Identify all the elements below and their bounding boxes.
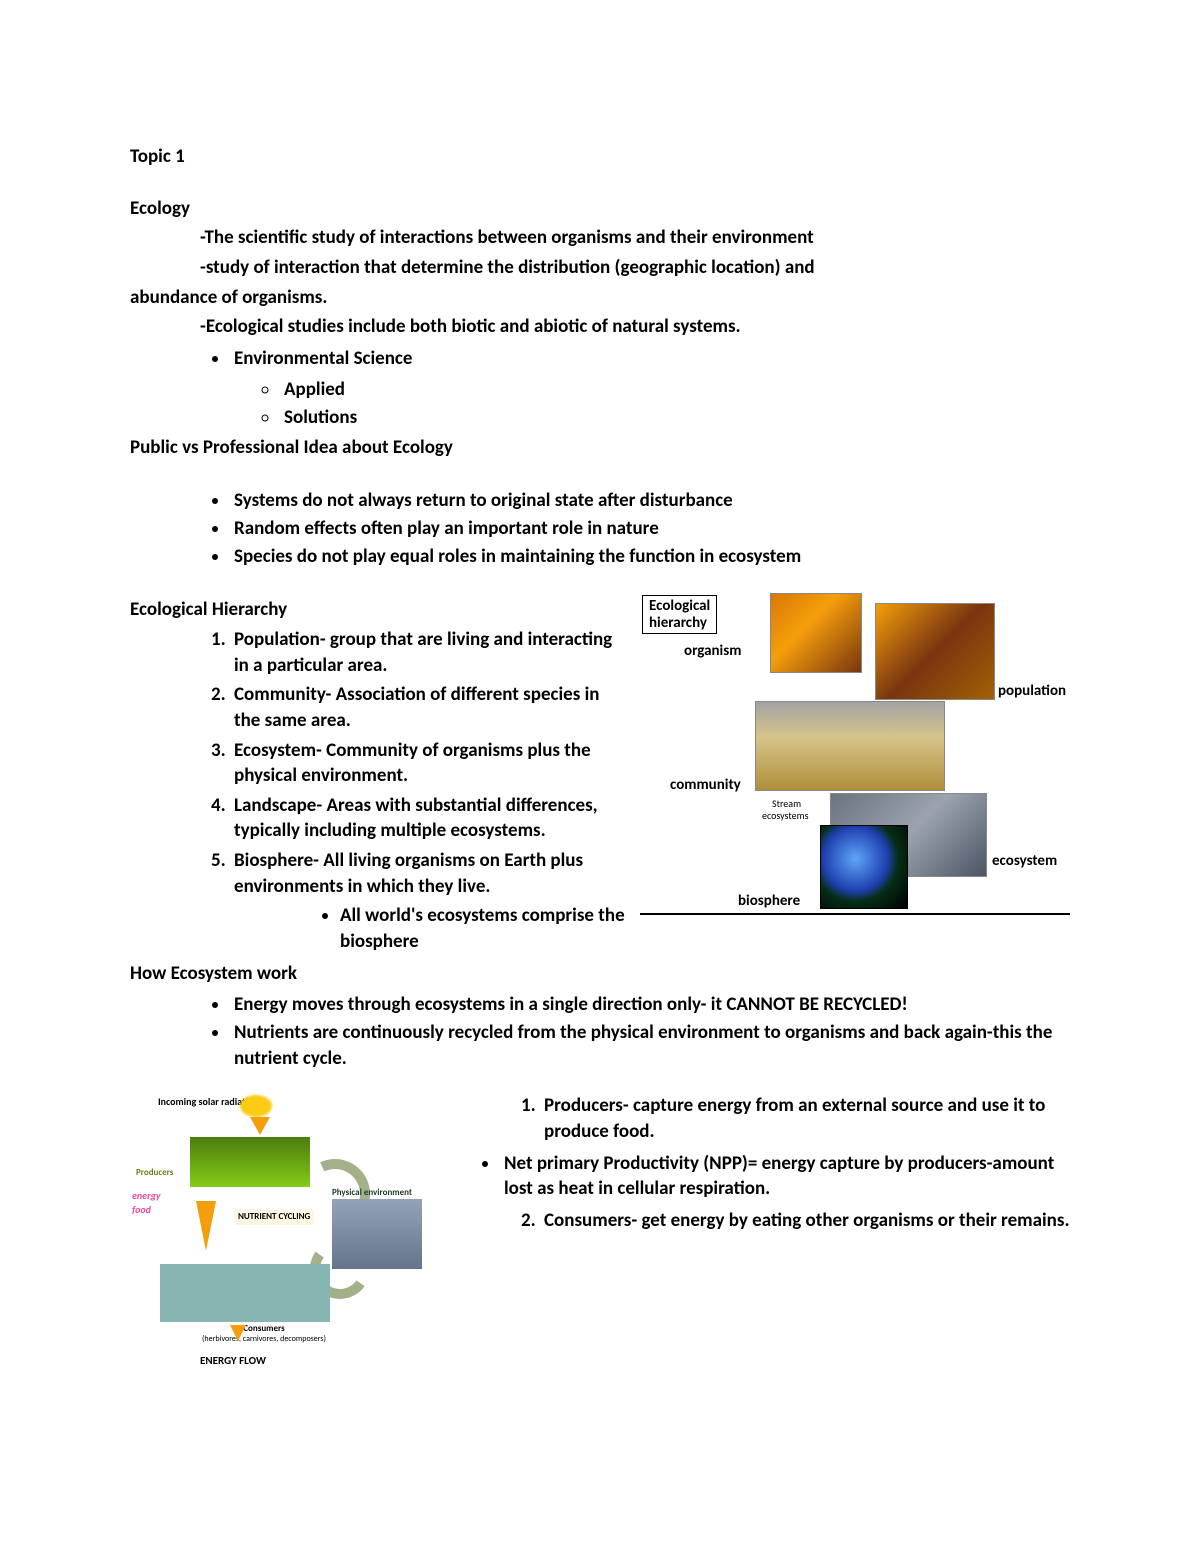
diagram-title-l1: Ecological [649,597,710,615]
eco-hier-item: Ecosystem- Community of organisms plus t… [230,738,630,789]
consumers-label: Consumers (herbivores, carnivores, decom… [202,1324,326,1344]
physical-env-label: Physical environment [332,1187,412,1199]
env-sci-applied: Applied [280,377,1070,403]
biosphere-image [820,825,908,909]
diagram-title-box: Ecological hierarchy [642,595,717,634]
producers-definition: Producers- capture energy from an extern… [540,1093,1070,1144]
diagram-title-l2: hierarchy [649,614,707,632]
stream-label-2: ecosystems [762,809,808,823]
eco-hier-item: Population- group that are living and in… [230,627,630,678]
nutrient-cycling-label: NUTRIENT CYCLING [234,1209,314,1225]
ecology-heading: Ecology [130,196,1070,222]
how-ecosystem-heading: How Ecosystem work [130,961,1070,987]
community-label: community [670,775,741,795]
eco-hier-sub: All world's ecosystems comprise the bios… [340,903,630,954]
ecology-def-2a: -study of interaction that determine the… [130,255,1070,281]
arrow-icon [250,1117,270,1135]
arrow-icon [196,1201,216,1251]
consumers-definition: Consumers- get energy by eating other or… [540,1208,1070,1234]
ecology-def-2b: abundance of organisms. [130,285,1070,311]
ecology-def-3: -Ecological studies include both biotic … [130,314,1070,340]
population-label: population [998,681,1066,701]
organism-label: organism [684,641,741,661]
env-sci-solutions: Solutions [280,405,1070,431]
population-image [875,603,995,700]
env-science: Environmental Science [230,346,1070,372]
how-item: Energy moves through ecosystems in a sin… [230,992,1070,1018]
pub-prof-heading: Public vs Professional Idea about Ecolog… [130,435,1070,461]
ecosystem-label: ecosystem [992,851,1057,871]
sun-icon [240,1095,272,1117]
biosphere-label: biosphere [738,891,800,911]
eco-hier-item: Community- Association of different spec… [230,682,630,733]
pub-prof-item: Systems do not always return to original… [230,488,1070,514]
pub-prof-item: Random effects often play an important r… [230,516,1070,542]
pub-prof-item: Species do not play equal roles in maint… [230,544,1070,570]
community-image [755,701,945,791]
topic-heading: Topic 1 [130,144,1070,170]
producers-image [190,1137,310,1187]
organism-image [770,593,862,673]
handwritten-note: energy food [132,1189,161,1216]
energy-flow-label: ENERGY FLOW [200,1354,266,1369]
consumers-image [160,1264,330,1322]
document-page: Topic 1 Ecology -The scientific study of… [0,0,1200,1429]
how-item: Nutrients are continuously recycled from… [230,1020,1070,1071]
ecological-hierarchy-diagram: Ecological hierarchy organism population… [640,593,1070,915]
arrow-icon [230,1325,246,1341]
nutrient-cycling-diagram: Incoming solar radiation Producers energ… [130,1089,440,1369]
eco-hier-item: Landscape- Areas with substantial differ… [230,793,630,844]
eco-hier-item: Biosphere- All living organisms on Earth… [230,848,630,899]
ecology-def-1: -The scientific study of interactions be… [130,225,1070,251]
npp-definition: Net primary Productivity (NPP)= energy c… [500,1151,1070,1202]
eco-hierarchy-heading: Ecological Hierarchy [130,597,630,623]
producers-label: Producers [136,1167,173,1179]
